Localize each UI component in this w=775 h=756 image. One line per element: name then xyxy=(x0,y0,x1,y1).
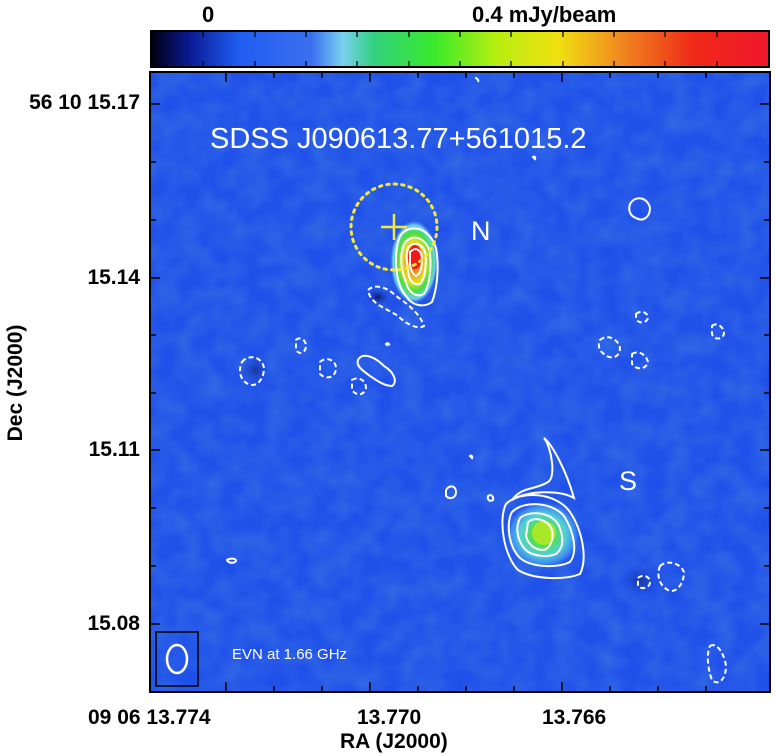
label-south: S xyxy=(619,466,637,496)
colorbar-label-peak: 0.4 mJy/beam xyxy=(472,2,617,27)
label-north: N xyxy=(471,216,491,246)
y-tick-label: 15.11 xyxy=(88,438,140,461)
x-tick-label: 13.770 xyxy=(357,706,422,729)
y-axis-title: Dec (J2000) xyxy=(4,325,27,442)
colorbar-label-zero: 0 xyxy=(202,2,215,27)
colorbar xyxy=(150,30,770,68)
x-tick-label: 09 06 13.774 xyxy=(88,706,211,729)
map-frame xyxy=(149,71,771,693)
x-tick-label: 13.766 xyxy=(542,706,607,729)
y-tick-label: 56 10 15.17 xyxy=(29,91,140,114)
map-caption: EVN at 1.66 GHz xyxy=(232,646,347,663)
y-tick-label: 15.14 xyxy=(87,266,140,289)
radio-image xyxy=(150,72,770,692)
map-title: SDSS J090613.77+561015.2 xyxy=(210,123,587,155)
optical-position-marker xyxy=(349,182,439,272)
x-axis-title: RA (J2000) xyxy=(340,730,448,753)
negative-contours xyxy=(239,285,728,684)
beam-indicator xyxy=(155,631,199,687)
y-tick-label: 15.08 xyxy=(87,612,140,635)
